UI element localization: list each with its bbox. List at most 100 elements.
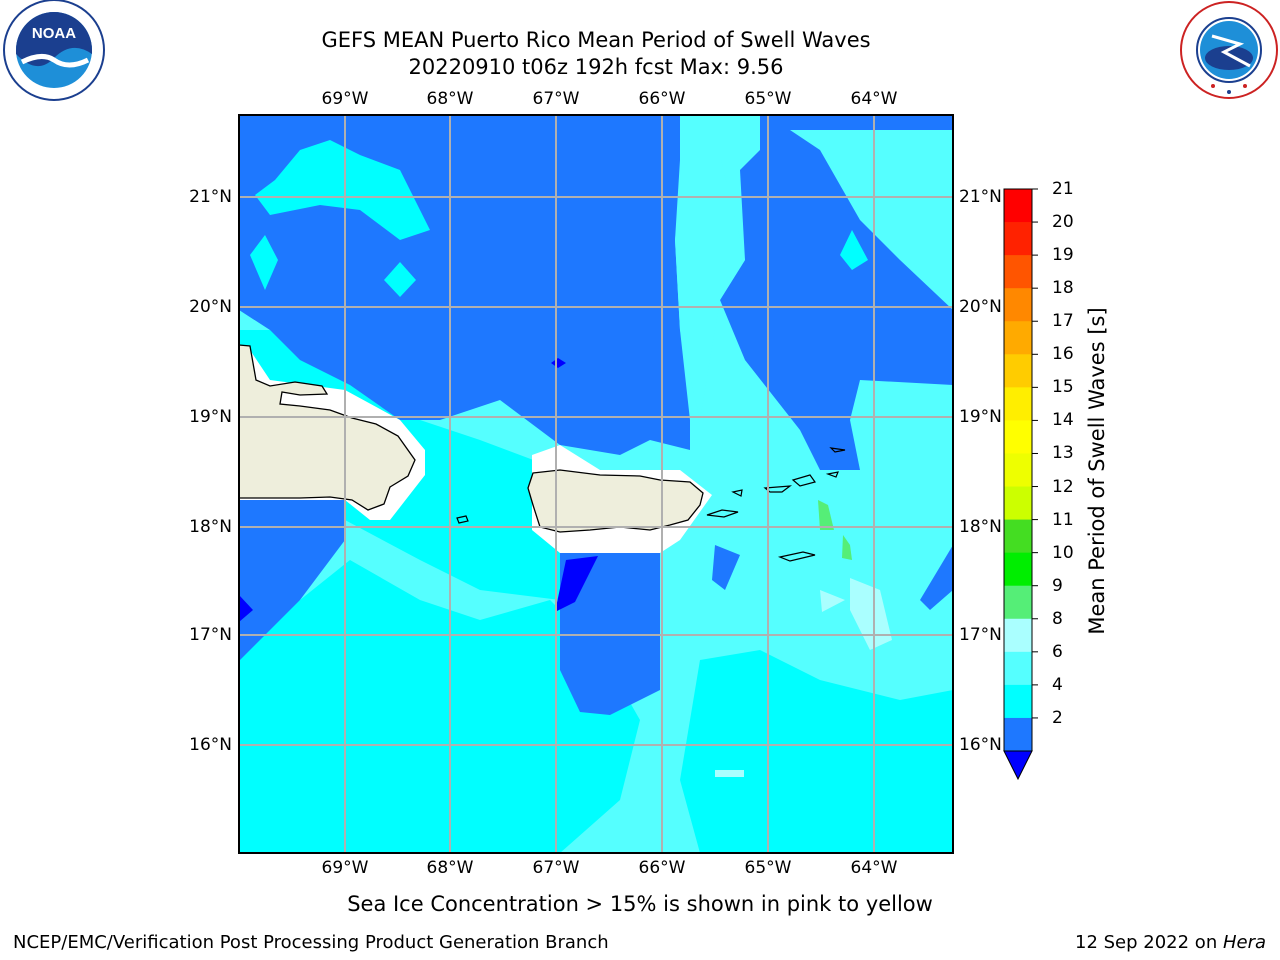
colorbar-swatch: [1004, 354, 1032, 388]
pale-cyan-strip: [715, 770, 744, 777]
noaa-logo: NOAA: [2, 0, 106, 104]
chart-subtitle: 20220910 t06z 192h fcst Max: 9.56: [408, 55, 784, 79]
footer-machine: Hera: [1222, 932, 1266, 953]
footer-date-text: 12 Sep 2022 on: [1075, 932, 1223, 953]
anegada-island: [829, 447, 846, 453]
colorbar-frame: [1003, 188, 1033, 752]
lat-label-right: 21°N: [959, 187, 1002, 207]
map-frame: [238, 114, 954, 854]
tortola-island: [791, 474, 816, 487]
colorbar-swatch: [1004, 684, 1032, 719]
colorbar: [1003, 188, 1038, 781]
light-cyan-streak: [675, 155, 745, 420]
map-field: [239, 115, 953, 853]
chart-title: GEFS MEAN Puerto Rico Mean Period of Swe…: [321, 28, 871, 52]
colorbar-swatch: [1004, 618, 1032, 653]
colorbar-swatch: [1004, 255, 1032, 289]
colorbar-swatch: [1004, 585, 1032, 620]
colorbar-tick-label: 12: [1052, 476, 1074, 497]
lat-label-right: 18°N: [959, 517, 1002, 537]
colorbar-swatch: [1004, 189, 1032, 223]
lat-label-left: 17°N: [189, 625, 232, 645]
lon-label-top: 65°W: [744, 89, 792, 109]
colorbar-tick-label: 13: [1052, 443, 1074, 464]
colorbar-tick-label: 4: [1052, 674, 1063, 695]
lat-label-right: 17°N: [959, 625, 1002, 645]
colorbar-swatch: [1004, 222, 1032, 256]
cyan-patch-68w: [384, 262, 416, 297]
sea-ice-note: Sea Ice Concentration > 15% is shown in …: [347, 892, 933, 916]
nws-logo: [1178, 0, 1280, 100]
colorbar-tick-label: 9: [1052, 575, 1063, 596]
colorbar-tick-label: 21: [1052, 179, 1074, 199]
colorbar-swatch: [1004, 321, 1032, 355]
colorbar-tick-label: 10: [1052, 542, 1074, 563]
colorbar-tick-label: 11: [1052, 509, 1074, 530]
lat-label-left: 18°N: [189, 517, 232, 537]
lon-label-bottom: 67°W: [532, 858, 580, 878]
deep-blue-dot: [551, 358, 566, 368]
colorbar-tick-label: 15: [1052, 377, 1074, 398]
lon-label-top: 64°W: [850, 89, 898, 109]
dark-blue-patch-east: [920, 545, 953, 610]
lon-label-top: 67°W: [532, 89, 580, 109]
puerto-rico-land: [527, 469, 704, 533]
cyan-streak-north: [255, 140, 430, 240]
colorbar-label: Mean Period of Swell Waves [s]: [1085, 307, 1109, 635]
lat-label-left: 21°N: [189, 187, 232, 207]
lon-label-bottom: 69°W: [321, 858, 369, 878]
lon-label-bottom: 66°W: [638, 858, 686, 878]
pale-cyan-small: [820, 590, 845, 612]
colorbar-swatch: [1004, 387, 1032, 421]
colorbar-tick-label: 2: [1052, 707, 1063, 728]
dark-blue-north: [239, 115, 953, 470]
colorbar-tick-label: 19: [1052, 245, 1074, 266]
deep-blue-patch: [555, 556, 598, 612]
lat-label-left: 20°N: [189, 297, 232, 317]
vieques-island: [706, 509, 739, 518]
dark-blue-southwest: [239, 500, 345, 660]
cyan-patch-west: [250, 235, 278, 290]
lon-label-bottom: 64°W: [850, 858, 898, 878]
culebra-island: [731, 489, 743, 497]
colorbar-swatch: [1004, 552, 1032, 587]
deep-blue-edge: [239, 595, 253, 622]
colorbar-tick-label: 6: [1052, 641, 1063, 662]
colorbar-swatch: [1004, 486, 1032, 521]
colorbar-tick-label: 14: [1052, 410, 1074, 431]
dark-blue-patch-65w: [712, 545, 740, 590]
cyan-patch-64w: [840, 230, 868, 270]
lon-label-top: 69°W: [321, 89, 369, 109]
colorbar-swatch: [1004, 651, 1032, 686]
colorbar-swatch: [1004, 420, 1032, 454]
cyan-region-se: [680, 650, 953, 853]
lat-label-right: 19°N: [959, 407, 1002, 427]
cyan-region-sw: [239, 560, 640, 853]
colorbar-extend-triangle: [1003, 750, 1033, 781]
lat-label-left: 16°N: [189, 735, 232, 755]
colorbar-tick-label: 16: [1052, 344, 1074, 365]
colorbar-tick-label: 18: [1052, 278, 1074, 299]
lon-label-bottom: 68°W: [426, 858, 474, 878]
colorbar-swatch: [1004, 288, 1032, 322]
mona-island: [456, 515, 469, 524]
lat-label-right: 20°N: [959, 297, 1002, 317]
virgin-gorda-island: [825, 471, 839, 478]
lat-label-left: 19°N: [189, 407, 232, 427]
colorbar-tick-label: 17: [1052, 311, 1074, 332]
noaa-logo-text: NOAA: [32, 25, 76, 42]
colorbar-tick-label: 20: [1052, 212, 1074, 233]
colorbar-swatch: [1004, 717, 1032, 752]
lat-label-right: 16°N: [959, 735, 1002, 755]
colorbar-swatch: [1004, 519, 1032, 554]
green-patch-2: [842, 535, 852, 560]
footer-date: 12 Sep 2022 on Hera: [1075, 932, 1266, 954]
hispaniola-land: [239, 344, 416, 511]
lon-label-bottom: 65°W: [744, 858, 792, 878]
colorbar-swatch: [1004, 453, 1032, 488]
st-croix-island: [777, 551, 816, 562]
lon-label-top: 66°W: [638, 89, 686, 109]
colorbar-tick-label: 8: [1052, 608, 1063, 629]
green-patch-1: [818, 500, 834, 530]
